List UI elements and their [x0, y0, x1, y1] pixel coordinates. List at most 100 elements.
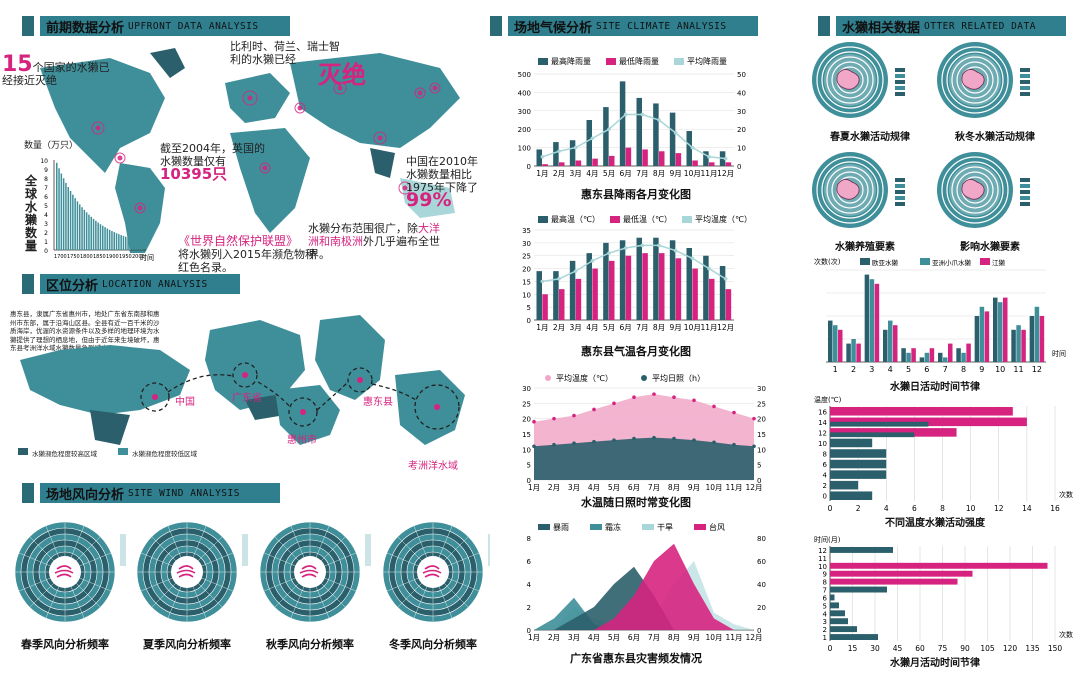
daily-bar-0	[901, 348, 906, 362]
hbar-dark	[830, 438, 873, 448]
disaster-title: 广东省惠东县灾害频发情况	[570, 652, 702, 665]
radial-caption-2: 秋冬水獭活动规律	[955, 132, 1035, 143]
daily-bar-0	[846, 343, 851, 362]
bar-1	[659, 253, 665, 320]
radial-legend	[895, 184, 905, 188]
pop-bar	[120, 235, 122, 250]
x-tick: 105	[980, 644, 995, 653]
radial-legend	[895, 196, 905, 200]
wind-icon	[54, 565, 74, 578]
pop-bar	[90, 216, 92, 250]
hbar-dark	[830, 491, 873, 500]
pop-bar	[88, 214, 90, 250]
legend-label: 平均温度（℃）	[556, 373, 613, 383]
y2-tick: 5	[757, 462, 761, 470]
pop-bar	[125, 236, 127, 250]
pop-ytick: 0	[44, 248, 48, 255]
x-tick: 7月	[636, 169, 648, 178]
pop-bar	[99, 224, 102, 250]
y-tick: 9	[823, 571, 827, 579]
wind-scale	[120, 534, 126, 566]
y-tick: 4	[823, 610, 828, 618]
daily-title: 水獭日活动时间节律	[890, 382, 980, 393]
section-location: 区位分析 LOCATION ANALYSIS	[22, 274, 240, 294]
pop-bar	[58, 168, 60, 250]
y2-tick: 15	[757, 431, 766, 439]
daily-bar-2	[911, 348, 916, 362]
y-tick: 25	[522, 253, 531, 261]
area-point-0	[532, 419, 536, 424]
x-tick: 75	[938, 644, 948, 653]
daily-bar-1	[924, 352, 930, 362]
loc-label-huidong: 惠东县	[363, 397, 393, 408]
pop-bar	[95, 220, 97, 250]
x-tick: 4月	[586, 323, 598, 332]
loc-label-kaozhouyang: 考洲洋水域	[408, 461, 458, 472]
legend-swatch	[920, 258, 930, 265]
y-tick: 100	[518, 145, 531, 153]
radial-ring	[816, 156, 884, 224]
y2-tick: 20	[757, 416, 766, 424]
pop-bar	[129, 238, 132, 250]
bar-0	[636, 237, 642, 320]
pop-side-label: 全球水獭数量	[25, 174, 38, 253]
legend-swatch	[610, 216, 620, 223]
extinct-word: 灭绝	[318, 61, 366, 89]
y-tick: 8	[823, 579, 827, 587]
loc-label-guangdong: 广东省	[232, 393, 262, 404]
daily-bar-1	[869, 279, 875, 362]
bar-1	[559, 162, 565, 166]
x-label: 时间	[1052, 349, 1066, 358]
otter-figure	[961, 179, 985, 200]
y-tick: 35	[522, 227, 531, 235]
daily-bar-2	[1003, 297, 1008, 362]
daily-bar-0	[956, 348, 961, 362]
pop-ytick: 1	[44, 239, 48, 246]
daily-bar-2	[929, 348, 935, 362]
x-tick: 2	[851, 365, 856, 374]
pop-ytick: 4	[44, 212, 48, 219]
bar-1	[709, 162, 715, 166]
x-tick: 9	[979, 365, 984, 374]
radial-legend	[895, 74, 905, 78]
y-tick: 8	[823, 451, 827, 459]
daily-bar-1	[961, 352, 966, 362]
legend-label: 最低温（℃）	[623, 214, 672, 224]
rain-title: 惠东县降雨各月变化图	[581, 188, 691, 201]
hbar-dark	[830, 618, 848, 625]
pop-bar	[108, 229, 111, 250]
extinct-15-countries: 15个国家的水獭已经接近灭绝	[2, 52, 110, 88]
bar-1	[642, 149, 648, 166]
x-tick: 5月	[608, 633, 620, 642]
wind-caption-autumn: 秋季风向分析频率	[266, 638, 354, 651]
x-tick: 9月	[670, 323, 682, 332]
y2-tick: 80	[757, 535, 766, 543]
legend-label: 平均降雨量	[687, 56, 727, 66]
x-tick: 12月	[745, 633, 762, 642]
y2-tick: 40	[737, 89, 746, 97]
line-point	[723, 156, 728, 161]
radial-legend	[895, 178, 905, 182]
radial-ring	[946, 51, 1004, 109]
radial-ring	[826, 56, 874, 104]
temp-activity-chart: 温度(℃) 0 2 4 6 8 10 12 14 16 0 2 4 6 8 10 12 14 16 次数	[814, 395, 1073, 513]
x-tick: 11月	[700, 323, 717, 332]
x-tick: 6月	[628, 633, 640, 642]
x-tick: 0	[828, 644, 833, 653]
daily-bar-2	[838, 329, 843, 362]
pop-time-label: 时间	[140, 253, 154, 262]
water-temp-chart: 0 0 5 5 10 10 15 15 20 20 25 25 30 30 1月 2月 3月 4月 5月 6月 7月 8月…	[522, 373, 766, 492]
y2-tick: 10	[737, 145, 746, 153]
line-series	[542, 244, 727, 283]
x-tick: 11月	[700, 169, 717, 178]
month-title: 水獭月活动时间节律	[890, 658, 980, 669]
x-tick: 5月	[603, 323, 615, 332]
legend-label: 干旱	[657, 523, 673, 532]
x-tick: 3月	[570, 323, 582, 332]
pop-bar	[127, 237, 129, 250]
pop-ytick: 9	[44, 167, 48, 174]
y-tick: 0	[527, 163, 531, 171]
otter-figure	[836, 179, 860, 200]
y-tick: 2	[823, 626, 827, 634]
